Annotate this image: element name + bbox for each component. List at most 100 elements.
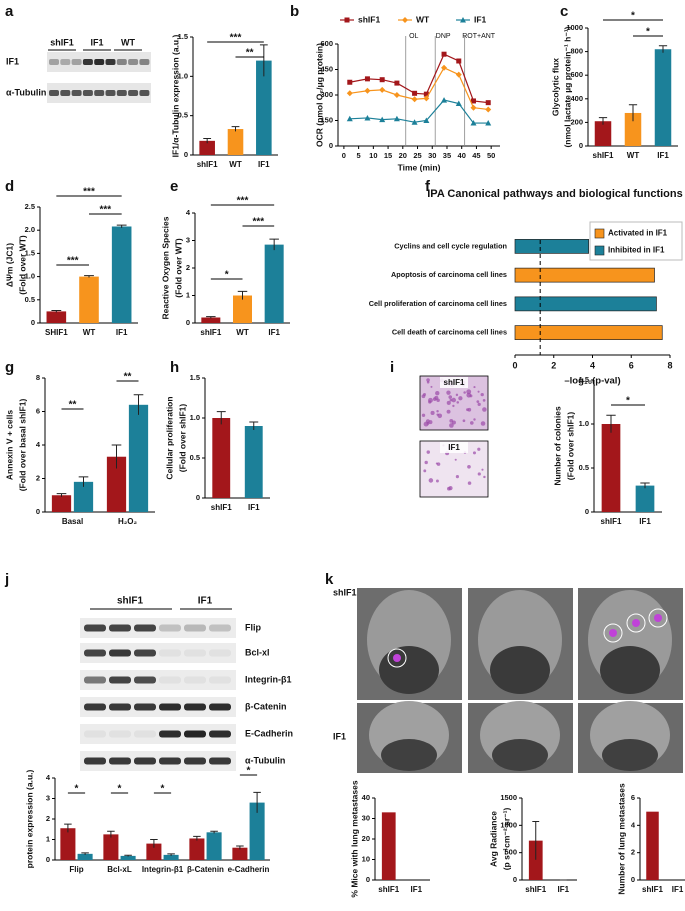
blot-band	[159, 676, 181, 684]
y-tick-label: 10	[362, 854, 370, 863]
x-tick-label: β-Catenin	[187, 865, 224, 874]
marker	[423, 117, 430, 123]
panel-label: j	[4, 571, 9, 588]
legend-swatch	[594, 228, 605, 239]
marker	[441, 51, 447, 57]
y-tick-label: 800	[570, 47, 583, 56]
marker	[470, 104, 477, 111]
cell	[476, 400, 480, 403]
y-tick-label: 20	[362, 834, 370, 843]
blot-band	[134, 703, 156, 711]
bar	[232, 847, 248, 860]
legend-box	[589, 221, 683, 261]
y-tick-label: 1.0	[579, 419, 589, 428]
chart-title: IPA Canonical pathways and biological fu…	[427, 188, 682, 200]
blot-band	[109, 703, 131, 711]
series-line	[349, 67, 489, 111]
x-tick-label: 4	[590, 360, 595, 370]
blot-band	[109, 649, 131, 657]
bar	[233, 295, 252, 323]
blot-band	[105, 59, 116, 65]
x-tick-label: SHIF1	[45, 328, 68, 337]
signal	[632, 619, 640, 627]
blot-strip	[80, 618, 236, 638]
cell	[435, 479, 439, 483]
row-label: α-Tubulin	[245, 755, 285, 765]
blot-band	[71, 90, 82, 96]
blot-band	[209, 676, 231, 684]
y-tick-label: 2	[631, 848, 635, 857]
panel-label: f	[425, 178, 431, 195]
cell	[467, 481, 472, 485]
bar	[51, 495, 72, 512]
blot-band	[84, 730, 106, 738]
x-tick-label: 10	[369, 151, 377, 160]
y-axis-label: Avg Radiance	[488, 811, 498, 867]
x-tick-label: 5	[357, 151, 361, 160]
bar	[199, 140, 215, 155]
y-tick-label: 0.5	[579, 463, 589, 472]
legend-swatch	[594, 245, 605, 256]
blot-band	[139, 59, 150, 65]
blot-band	[184, 676, 206, 684]
bar	[601, 424, 621, 512]
y-tick-label: 400	[570, 94, 583, 103]
y-tick-label: 0	[186, 318, 190, 327]
y-tick-label: 0	[196, 493, 200, 502]
error-bar	[78, 476, 89, 487]
cell	[437, 413, 443, 419]
blot-band	[209, 649, 231, 657]
significance-label: *	[626, 396, 630, 407]
y-tick-label: 0	[36, 507, 40, 516]
error-bar	[216, 411, 226, 425]
bar	[624, 112, 642, 146]
significance-label: *	[247, 766, 251, 777]
cell	[477, 472, 481, 476]
x-tick-label: IF1	[672, 885, 684, 894]
y-tick-label: 150	[320, 115, 333, 124]
significance-label: ***	[230, 33, 242, 44]
bar	[227, 129, 244, 155]
cell	[449, 423, 454, 428]
cell	[477, 390, 480, 393]
y-tick-label: 0	[31, 318, 35, 327]
y-tick-label: 0	[631, 875, 635, 884]
marker	[456, 58, 462, 64]
y-tick-label: 4	[631, 820, 636, 829]
y-tick-label: 1.5	[190, 373, 200, 382]
error-bar	[658, 45, 668, 53]
bar	[514, 267, 655, 283]
bar	[264, 244, 284, 323]
blot-band	[84, 649, 106, 657]
cell	[446, 390, 451, 395]
x-tick-label: 40	[458, 151, 466, 160]
image-label: IF1	[448, 443, 460, 452]
x-tick-label: 0	[342, 151, 346, 160]
cell	[449, 398, 453, 402]
bar	[201, 317, 221, 323]
series-line	[349, 99, 489, 124]
blot-band	[109, 757, 131, 765]
significance-label: **	[246, 48, 254, 59]
error-bar	[206, 316, 216, 319]
marker	[402, 17, 408, 23]
marker	[470, 98, 476, 104]
cell	[480, 421, 486, 426]
signal	[393, 654, 401, 662]
bar	[528, 840, 543, 880]
y-tick-label: 1	[186, 290, 190, 299]
error-bar	[56, 493, 67, 497]
category-label: Cell death of carcinoma cell lines	[392, 328, 507, 337]
error-bar	[84, 275, 94, 278]
cell	[423, 469, 427, 473]
x-tick-label: shIF1	[200, 328, 221, 337]
cell	[426, 450, 430, 454]
blot-band	[94, 90, 105, 96]
bar	[212, 418, 231, 498]
x-tick-label: shIF1	[197, 160, 218, 169]
mouse-chest	[490, 646, 550, 694]
significance-label: *	[161, 784, 165, 795]
lane-label: shIF1	[50, 37, 74, 47]
mouse-chest	[602, 739, 658, 771]
y-axis-label: IF1/α-Tubulin expression (a.u.)	[170, 35, 180, 158]
